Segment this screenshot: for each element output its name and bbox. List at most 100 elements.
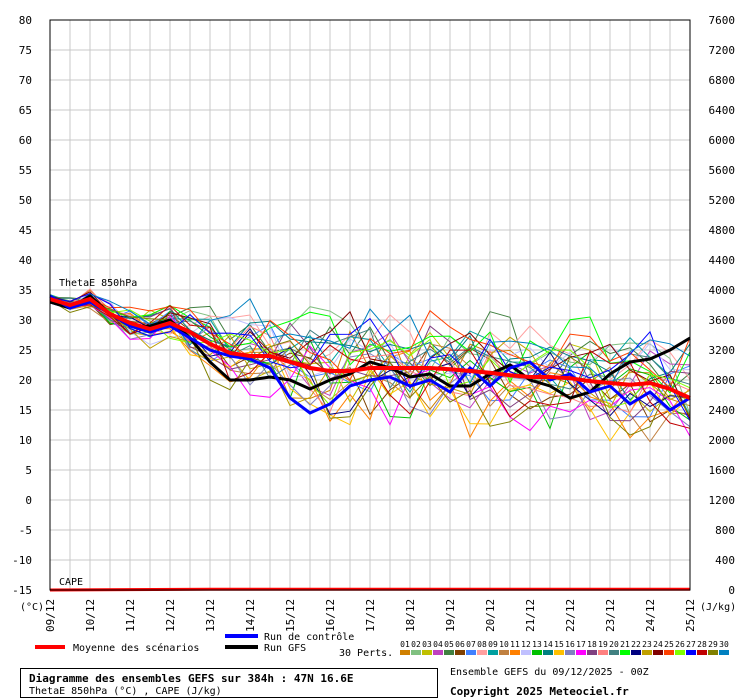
pert-legend-swatch bbox=[411, 650, 421, 655]
y-right-tick-label: 4400 bbox=[709, 254, 736, 267]
pert-legend-swatch bbox=[598, 650, 608, 655]
y-right-tick-label: 4800 bbox=[709, 224, 736, 237]
y-left-tick-label: -5 bbox=[19, 524, 32, 537]
y-right-tick-label: 7200 bbox=[709, 44, 736, 57]
y-right-tick-label: 7600 bbox=[709, 14, 736, 27]
pert-legend-swatch bbox=[697, 650, 707, 655]
pert-legend-swatch bbox=[609, 650, 619, 655]
footer-info-box: Diagramme des ensembles GEFS sur 384h : … bbox=[20, 668, 438, 698]
pert-legend-id: 29 bbox=[708, 640, 718, 649]
perturbation-line bbox=[49, 298, 691, 389]
y-left-tick-label: 15 bbox=[19, 404, 32, 417]
pert-legend-id: 06 bbox=[455, 640, 465, 649]
y-left-tick-label: 45 bbox=[19, 224, 32, 237]
pert-legend-swatch bbox=[686, 650, 696, 655]
pert-legend-swatch bbox=[499, 650, 509, 655]
x-tick-label: 11/12 bbox=[124, 599, 137, 632]
control-run-line bbox=[49, 294, 691, 415]
plot-frame bbox=[49, 19, 691, 591]
pert-legend-id: 08 bbox=[477, 640, 487, 649]
pert-legend-id: 02 bbox=[411, 640, 421, 649]
y-right-tick-label: 2800 bbox=[709, 374, 736, 387]
pert-legend-swatch bbox=[521, 650, 531, 655]
pert-legend-id: 07 bbox=[466, 640, 476, 649]
pert-legend-id: 14 bbox=[543, 640, 553, 649]
y-right-tick-label: 4000 bbox=[709, 284, 736, 297]
y-right-tick-label: 5200 bbox=[709, 194, 736, 207]
x-tick-label: 23/12 bbox=[604, 599, 617, 632]
pert-legend-swatch bbox=[664, 650, 674, 655]
unit-left: (°C) bbox=[20, 602, 44, 613]
y-left-tick-label: -15 bbox=[12, 584, 32, 597]
perturbation-legend: 01 02 03 04 05 06 07 08 09 10 11 12 13 14 15 16 17 18 19 20… bbox=[400, 640, 729, 655]
pert-legend-id: 03 bbox=[422, 640, 432, 649]
y-right-tick-label: 2400 bbox=[709, 404, 736, 417]
pert-legend-id: 11 bbox=[510, 640, 520, 649]
pert-legend-id: 13 bbox=[532, 640, 542, 649]
y-left-tick-label: 35 bbox=[19, 284, 32, 297]
x-tick-label: 20/12 bbox=[484, 599, 497, 632]
pert-legend-swatch bbox=[532, 650, 542, 655]
y-left-tick-label: 60 bbox=[19, 134, 32, 147]
thetae-label: ThetaE 850hPa bbox=[59, 278, 137, 289]
pert-legend-id: 04 bbox=[433, 640, 443, 649]
pert-legend-swatch bbox=[675, 650, 685, 655]
pert-legend-swatch bbox=[576, 650, 586, 655]
y-left-tick-label: 30 bbox=[19, 314, 32, 327]
y-right-tick-label: 5600 bbox=[709, 164, 736, 177]
pert-legend-swatch bbox=[510, 650, 520, 655]
pert-legend-id: 27 bbox=[686, 640, 696, 649]
pert-legend-swatch bbox=[631, 650, 641, 655]
x-tick-label: 24/12 bbox=[644, 599, 657, 632]
pert-legend-swatch bbox=[455, 650, 465, 655]
x-tick-label: 22/12 bbox=[564, 599, 577, 632]
y-left-tick-label: 50 bbox=[19, 194, 32, 207]
pert-legend-id: 01 bbox=[400, 640, 410, 649]
y-right-tick-label: 800 bbox=[715, 524, 735, 537]
x-tick-label: 15/12 bbox=[284, 599, 297, 632]
x-tick-label: 25/12 bbox=[684, 599, 697, 632]
pert-legend-swatch bbox=[587, 650, 597, 655]
pert-legend-id: 20 bbox=[609, 640, 619, 649]
y-right-tick-label: 3600 bbox=[709, 314, 736, 327]
pert-legend-swatch bbox=[620, 650, 630, 655]
legend-perts-label: 30 Perts. bbox=[339, 648, 393, 659]
pert-legend-swatch bbox=[554, 650, 564, 655]
y-left-tick-label: 5 bbox=[25, 464, 32, 477]
legend-control-label: Run de contrôle bbox=[264, 631, 354, 643]
x-tick-label: 09/12 bbox=[44, 599, 57, 632]
x-tick-label: 17/12 bbox=[364, 599, 377, 632]
pert-legend-id: 18 bbox=[587, 640, 597, 649]
x-tick-label: 19/12 bbox=[444, 599, 457, 632]
copyright: Copyright 2025 Meteociel.fr bbox=[450, 685, 629, 698]
y-right-tick-label: 2000 bbox=[709, 434, 736, 447]
pert-legend-swatch bbox=[400, 650, 410, 655]
pert-legend-id: 22 bbox=[631, 640, 641, 649]
pert-legend-id: 30 bbox=[719, 640, 729, 649]
pert-legend-id: 17 bbox=[576, 640, 586, 649]
mean-line bbox=[49, 296, 691, 400]
x-tick-label: 16/12 bbox=[324, 599, 337, 632]
y-left-tick-label: 55 bbox=[19, 164, 32, 177]
unit-right: (J/kg) bbox=[700, 602, 736, 613]
y-left-tick-label: 10 bbox=[19, 434, 32, 447]
pert-legend-swatch bbox=[422, 650, 432, 655]
perturbation-line bbox=[49, 297, 691, 401]
pert-legend-id: 16 bbox=[565, 640, 575, 649]
pert-legend-swatch bbox=[466, 650, 476, 655]
y-left-tick-label: 65 bbox=[19, 104, 32, 117]
pert-legend-swatch bbox=[642, 650, 652, 655]
y-right-tick-label: 400 bbox=[715, 554, 735, 567]
pert-legend-id: 21 bbox=[620, 640, 630, 649]
x-tick-label: 12/12 bbox=[164, 599, 177, 632]
y-right-tick-label: 3200 bbox=[709, 344, 736, 357]
pert-legend-id: 23 bbox=[642, 640, 652, 649]
pert-legend-id: 10 bbox=[499, 640, 509, 649]
gfs-run-line bbox=[49, 294, 691, 400]
y-left-tick-label: 70 bbox=[19, 74, 32, 87]
y-left-tick-label: 80 bbox=[19, 14, 32, 27]
pert-legend-id: 05 bbox=[444, 640, 454, 649]
pert-legend-swatch bbox=[488, 650, 498, 655]
pert-legend-swatch bbox=[708, 650, 718, 655]
